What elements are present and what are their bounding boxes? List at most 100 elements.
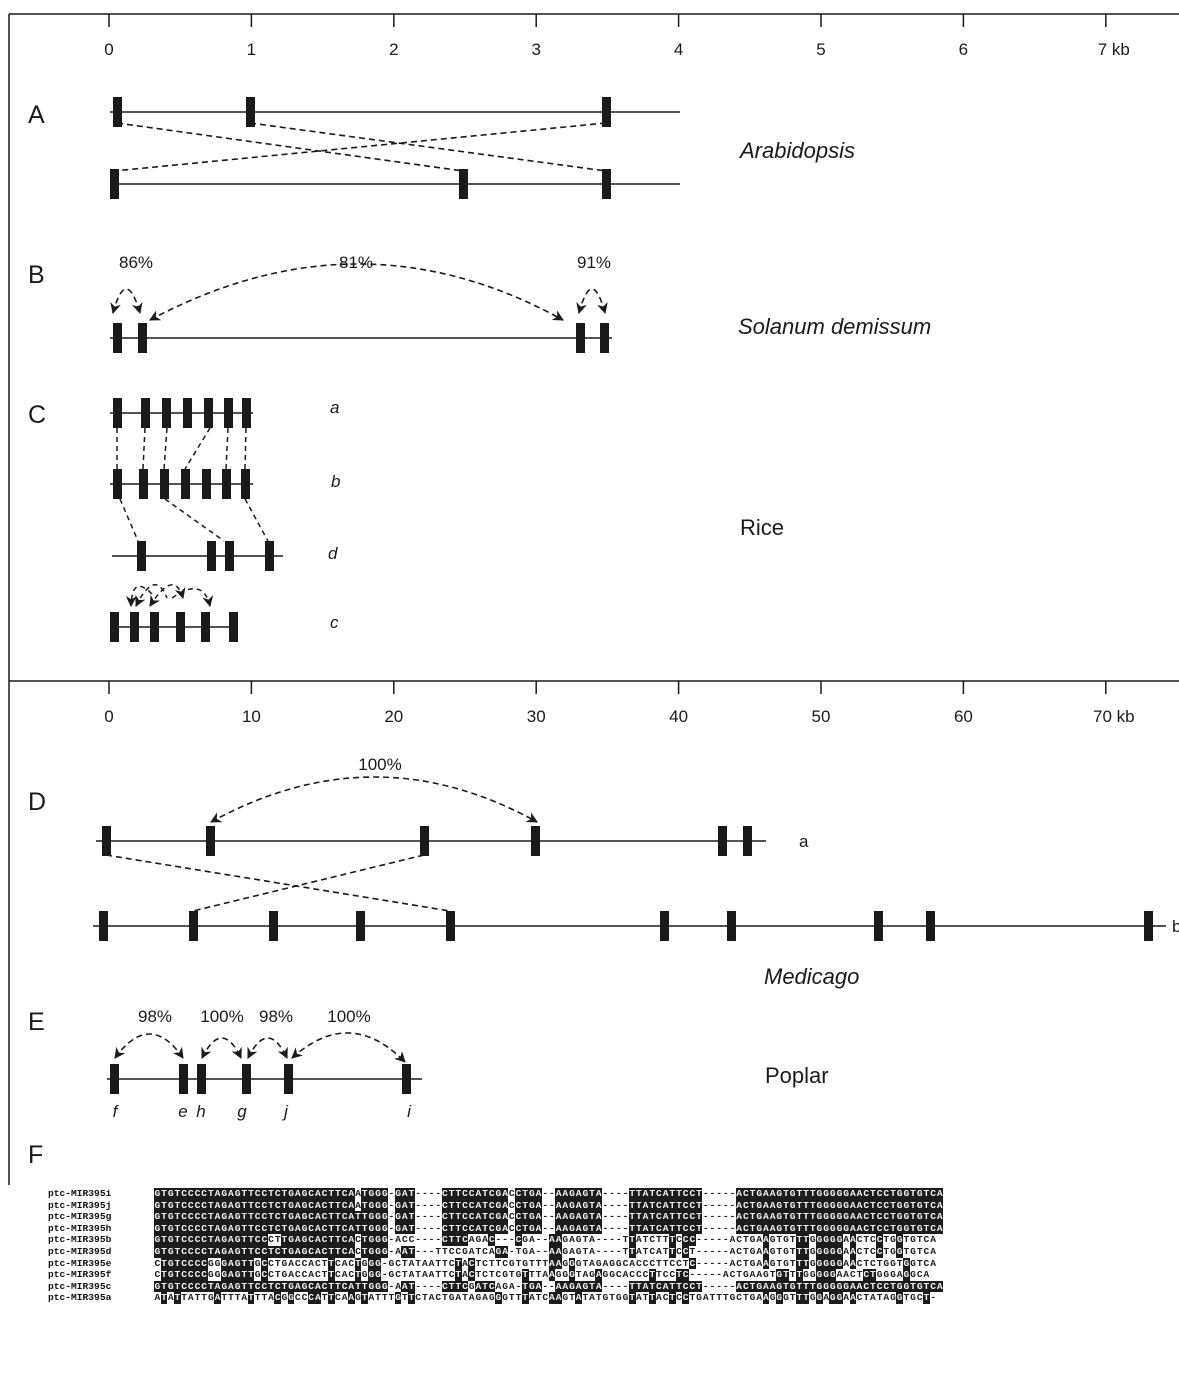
identity-arc — [171, 588, 214, 608]
mir-gene-block — [183, 398, 192, 428]
identity-label-e2: 100% — [200, 1007, 243, 1026]
poplar-gene-label-h: h — [196, 1102, 205, 1121]
alignment-sequence-name: ptc-MIR395j — [48, 1199, 112, 1211]
axis-tick-label: 5 — [816, 40, 825, 59]
mir-gene-block — [130, 612, 139, 642]
poplar-gene-label-g: g — [237, 1102, 247, 1121]
identity-arc — [201, 1037, 242, 1059]
mir-gene-block — [181, 469, 190, 499]
duplication-link — [105, 854, 451, 912]
mir-gene-block — [265, 541, 274, 571]
alignment-sequence: GTGTCCCCTAGAGTTCCTCTGAGCACTTCATTGGG-AAT-… — [154, 1280, 944, 1293]
axis-tick-label: 0 — [104, 40, 113, 59]
alignment-row: ptc-MIR395g GTGTCCCCTAGAGTTCCTCTGAGCACTTC… — [48, 1211, 1178, 1223]
mir-gene-block — [110, 1064, 119, 1094]
mir-gene-block — [222, 469, 231, 499]
mir-gene-block — [459, 169, 468, 199]
mir-gene-block — [204, 398, 213, 428]
panel-e-genes — [110, 1064, 411, 1094]
poplar-gene-label-f: f — [113, 1102, 120, 1121]
identity-arc — [114, 1033, 184, 1059]
duplication-link — [192, 854, 425, 912]
mir-gene-block — [356, 911, 365, 941]
panel-e-poplar-locus — [107, 1032, 422, 1080]
mir-gene-block — [99, 911, 108, 941]
panel-letter-a: A — [28, 101, 45, 129]
mir-gene-block — [743, 826, 752, 856]
identity-label-b3: 91% — [577, 253, 611, 272]
mir-gene-block — [176, 612, 185, 642]
genomic-organization-figure: 0 1 2 3 4 5 6 7 kb 0 10 20 30 40 50 60 70 kb A B C D E… — [8, 13, 1179, 1185]
axis-tick-label: 70 kb — [1093, 707, 1135, 726]
alignment-sequence: CTGTCCCCGGGAGTTGCCTGACCACTTCACTGGG-GCTAT… — [154, 1257, 937, 1270]
identity-label-b2: 81% — [339, 253, 373, 272]
mir-gene-block — [189, 911, 198, 941]
panel-d-medicago-loci — [93, 776, 1166, 927]
mir-gene-block — [602, 97, 611, 127]
species-label-medicago: Medicago — [764, 964, 859, 989]
alignment-sequence-name: ptc-MIR395c — [48, 1280, 112, 1292]
medicago-row-label-b: b — [1172, 917, 1179, 936]
axis-tick-label: 10 — [242, 707, 261, 726]
panel-letter-c: C — [28, 401, 46, 429]
axis-tick-label: 30 — [527, 707, 546, 726]
mir-gene-block — [113, 469, 122, 499]
alignment-sequence-name: ptc-MIR395i — [48, 1188, 112, 1199]
alignment-sequence-name: ptc-MIR395b — [48, 1234, 112, 1246]
species-label-solanum: Solanum demissum — [738, 314, 931, 339]
identity-label-e4: 100% — [327, 1007, 370, 1026]
alignment-sequence-name: ptc-MIR395h — [48, 1222, 112, 1234]
mir-gene-block — [727, 911, 736, 941]
duplication-link — [249, 122, 607, 172]
poplar-gene-label-j: j — [282, 1102, 289, 1121]
alignment-sequence: GTGTCCCCTAGAGTTCCTCTGAGCACTTCAATGGG-GAT-… — [154, 1199, 944, 1212]
alignment-row: ptc-MIR395b GTGTCCCCTAGAGTTCCCTTGAGCACTTC… — [48, 1234, 1178, 1246]
mir-gene-block — [241, 469, 250, 499]
alignment-sequence-name: ptc-MIR395g — [48, 1211, 112, 1223]
identity-label-b1: 86% — [119, 253, 153, 272]
axis-tick-label: 50 — [812, 707, 831, 726]
mir-gene-block — [102, 826, 111, 856]
alignment-sequence-name: ptc-MIR395f — [48, 1269, 112, 1281]
mir-gene-block — [110, 612, 119, 642]
mir-gene-block — [139, 469, 148, 499]
mir-gene-block — [229, 612, 238, 642]
mir-gene-block — [874, 911, 883, 941]
mir-gene-block — [207, 541, 216, 571]
duplication-link — [113, 122, 607, 172]
mir-gene-block — [1144, 911, 1153, 941]
mir-gene-block — [602, 169, 611, 199]
alignment-sequence-name: ptc-MIR395e — [48, 1257, 112, 1269]
duplication-link — [119, 498, 139, 542]
mir-gene-block — [242, 398, 251, 428]
mir-gene-block — [110, 169, 119, 199]
mir-gene-block — [269, 911, 278, 941]
mir-gene-block — [113, 398, 122, 428]
mir-gene-block — [160, 469, 169, 499]
alignment-row: ptc-MIR395c GTGTCCCCTAGAGTTCCTCTGAGCACTTC… — [48, 1280, 1178, 1293]
mir-gene-block — [600, 323, 609, 353]
duplication-link — [184, 427, 211, 470]
mir-gene-block — [202, 469, 211, 499]
mir-gene-block — [224, 398, 233, 428]
axis-tick-label: 2 — [389, 40, 398, 59]
axis-tick-label: 40 — [669, 707, 688, 726]
mir-gene-block — [138, 323, 147, 353]
panel-letter-f: F — [28, 1141, 43, 1169]
alignment-sequence: ATATTATTGATTTATTTACGGCCCATTCAAGTATTTGTTC… — [154, 1292, 937, 1304]
identity-arc — [125, 585, 153, 608]
mir-gene-block — [201, 612, 210, 642]
identity-arc — [210, 776, 538, 823]
mir-gene-block — [446, 911, 455, 941]
medicago-row-label-a: a — [799, 832, 809, 851]
axis-tick-label: 6 — [959, 40, 968, 59]
alignment-sequence: GTGTCCCCTAGAGTTCCTCTGAGCACTTCATTGGG-GAT-… — [154, 1222, 944, 1235]
alignment-row: ptc-MIR395h GTGTCCCCTAGAGTTCCTCTGAGCACTTC… — [48, 1222, 1178, 1235]
axis-tick-label: 60 — [954, 707, 973, 726]
sequence-alignment: ptc-MIR395i GTGTCCCCTAGAGTTCCTCTGAGCACTTC… — [48, 1188, 1178, 1304]
duplication-link — [116, 122, 464, 172]
panel-b-solanum-locus — [110, 263, 612, 339]
panel-a-genes — [110, 97, 611, 199]
bottom-scale-axis: 0 10 20 30 40 50 60 70 kb — [104, 681, 1135, 726]
rice-row-label-a: a — [330, 398, 339, 417]
